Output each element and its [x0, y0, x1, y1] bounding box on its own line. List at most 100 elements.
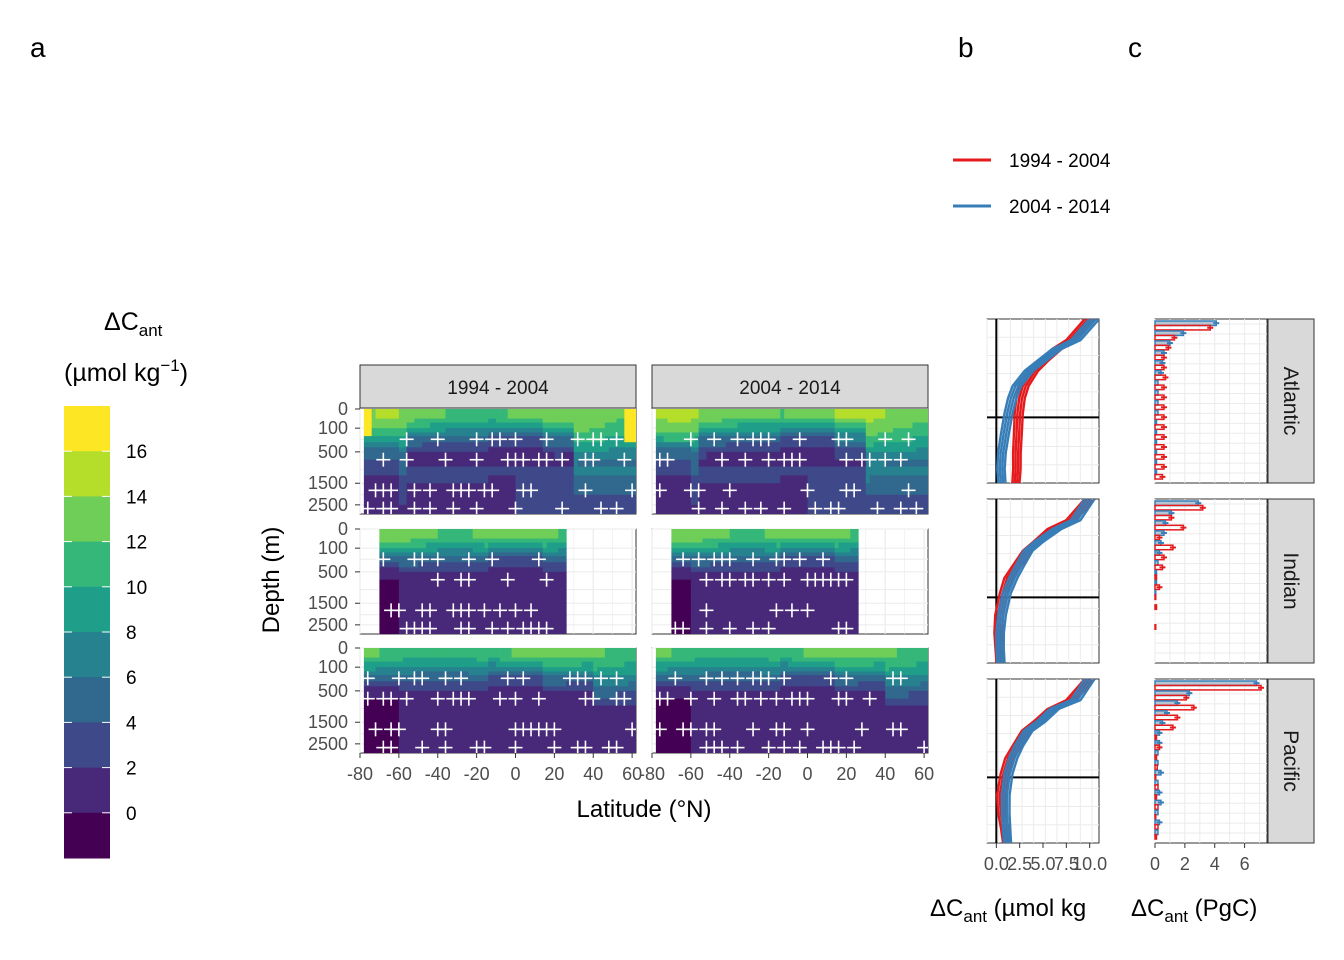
section-cell: [854, 548, 859, 554]
section-cell: [873, 418, 879, 424]
section-cell: [718, 451, 723, 461]
section-cell: [468, 432, 474, 437]
section-cell: [893, 483, 898, 496]
section-cell: [756, 586, 762, 597]
section-cell: [398, 567, 404, 573]
section-cell: [807, 409, 812, 420]
section-cell: [426, 529, 431, 540]
section-cell: [422, 504, 427, 514]
section-cell: [733, 432, 739, 437]
section-cell: [760, 538, 766, 544]
section-cell: [499, 562, 505, 568]
section-cell: [858, 409, 863, 420]
section-cell: [865, 409, 871, 420]
section-cell: [896, 442, 902, 448]
section-cell: [538, 504, 544, 514]
colorbar-swatch: [64, 541, 110, 588]
section-cell: [776, 475, 781, 484]
section-cell: [394, 661, 400, 668]
section-cell: [468, 698, 474, 707]
section-cell: [519, 698, 524, 707]
section-cell: [546, 579, 552, 588]
section-cell: [671, 614, 676, 626]
section-cell: [854, 451, 859, 461]
section-cell: [803, 624, 809, 634]
section-cell: [461, 667, 466, 673]
section-cell: [756, 409, 762, 420]
section-cell: [710, 624, 715, 634]
section-cell: [426, 671, 431, 676]
section-cell: [694, 552, 700, 557]
section-cell: [527, 542, 532, 549]
section-cell: [441, 447, 447, 453]
section-cell: [492, 705, 497, 716]
section-cell: [519, 483, 524, 496]
section-cell: [850, 567, 855, 573]
section-cell: [449, 667, 454, 673]
section-cell: [850, 562, 855, 568]
section-cell: [550, 542, 555, 549]
section-cell: [468, 733, 474, 745]
section-cell: [379, 671, 384, 676]
section-cell: [686, 451, 692, 461]
section-cell: [445, 743, 451, 753]
section-cell: [686, 442, 692, 448]
section-cell: [573, 714, 579, 723]
section-cell: [461, 447, 466, 453]
section-cell: [663, 494, 669, 506]
section-cell: [838, 562, 844, 568]
section-cell: [523, 624, 528, 634]
section-cell: [815, 442, 820, 448]
section-cell: [791, 494, 797, 506]
section-cell: [558, 556, 563, 563]
section-cell: [387, 686, 392, 692]
section-cell: [815, 603, 820, 616]
section-cell: [776, 603, 781, 616]
section-cell: [756, 447, 762, 453]
section-cell: [815, 571, 820, 581]
section-cell: [488, 671, 493, 676]
section-cell: [554, 661, 559, 668]
section-cell: [791, 603, 797, 616]
section-cell: [885, 447, 890, 453]
section-cell: [476, 418, 482, 424]
section-cell: [398, 614, 404, 626]
section-cell: [542, 571, 548, 581]
section-cell: [542, 671, 548, 676]
section-cell: [702, 586, 708, 597]
section-cell: [519, 595, 524, 604]
section-cell: [569, 714, 575, 723]
section-cell: [441, 661, 447, 668]
section-cell: [585, 686, 590, 692]
section-cell: [464, 494, 470, 506]
section-cell: [542, 686, 548, 692]
section-cell: [788, 428, 793, 434]
section-cell: [507, 422, 513, 429]
section-cell: [889, 494, 894, 506]
section-cell: [694, 418, 700, 424]
section-cell: [764, 451, 770, 461]
section-cell: [484, 648, 489, 659]
section-cell: [834, 432, 840, 437]
section-cell: [441, 705, 447, 716]
section-cell: [507, 459, 513, 468]
section-cell: [811, 494, 816, 506]
section-cell: [511, 705, 517, 716]
section-cell: [869, 418, 875, 424]
section-cell: [550, 483, 555, 496]
section-cell: [690, 567, 696, 573]
section-cell: [823, 483, 828, 496]
section-cell: [795, 529, 801, 540]
section-cell: [391, 548, 396, 554]
section-cell: [803, 442, 809, 448]
section-cell: [542, 743, 548, 753]
section-cell: [753, 579, 758, 588]
section-cell: [492, 451, 497, 461]
section-cell: [830, 538, 836, 544]
section-cell: [780, 586, 785, 597]
section-cell: [597, 494, 602, 506]
section-cell: [437, 722, 443, 735]
section-cell: [461, 548, 466, 554]
section-cell: [371, 442, 377, 448]
section-cell: [441, 648, 447, 659]
